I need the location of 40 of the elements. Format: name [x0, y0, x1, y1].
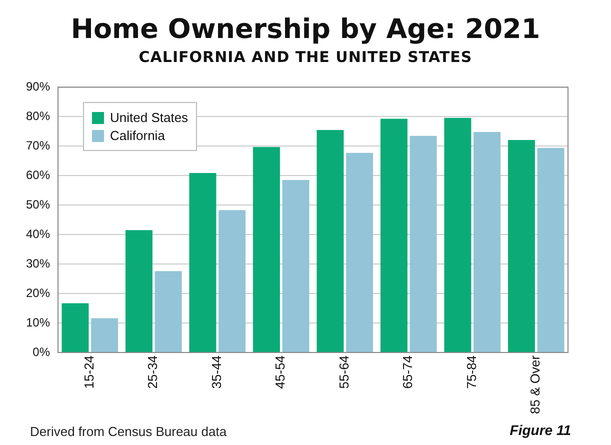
bar	[62, 303, 89, 352]
y-tick-label: 70%	[26, 138, 50, 152]
bar	[189, 172, 216, 352]
y-tick-label: 30%	[26, 256, 50, 270]
x-tick-label: 15-24	[81, 355, 96, 389]
x-tick-label: 75-84	[464, 355, 479, 389]
legend-label: California	[110, 128, 165, 144]
bar	[91, 318, 118, 352]
bar	[474, 132, 501, 352]
y-tick-label: 80%	[26, 108, 50, 123]
bar	[346, 152, 374, 352]
x-tick-label: 35-44	[208, 355, 224, 389]
bar	[410, 136, 437, 352]
bar	[252, 147, 280, 352]
bar	[316, 130, 344, 352]
chart-title: Home Ownership by Age: 2021	[70, 14, 542, 45]
bar	[125, 230, 152, 352]
y-tick-label: 20%	[26, 286, 50, 300]
caption: Figure 11	[510, 422, 571, 438]
x-tick-label: 25-34	[145, 355, 160, 389]
x-tick-label: 85 & Over	[528, 354, 543, 414]
y-tick-label: 10%	[26, 315, 50, 330]
text: Derived from Census Bureau data	[30, 424, 227, 439]
x-tick-label: 55-64	[336, 355, 352, 389]
y-tick-label: 60%	[26, 168, 50, 182]
bar	[380, 118, 408, 352]
y-tick-label: 90%	[26, 80, 50, 94]
y-tick-label: 0%	[32, 344, 50, 359]
bar	[282, 180, 310, 352]
bar	[537, 148, 564, 352]
bar	[154, 271, 182, 352]
x-tick-label: 65-74	[400, 355, 416, 389]
bar	[508, 140, 535, 352]
bar	[218, 210, 246, 352]
bar	[444, 118, 472, 352]
legend-label: United States	[110, 110, 188, 126]
y-tick-label: 40%	[26, 226, 50, 241]
x-tick-label: 45-54	[272, 355, 288, 389]
chart-subtitle: CALIFORNIA AND THE UNITED STATES	[138, 48, 474, 66]
y-tick-label: 50%	[26, 197, 50, 212]
